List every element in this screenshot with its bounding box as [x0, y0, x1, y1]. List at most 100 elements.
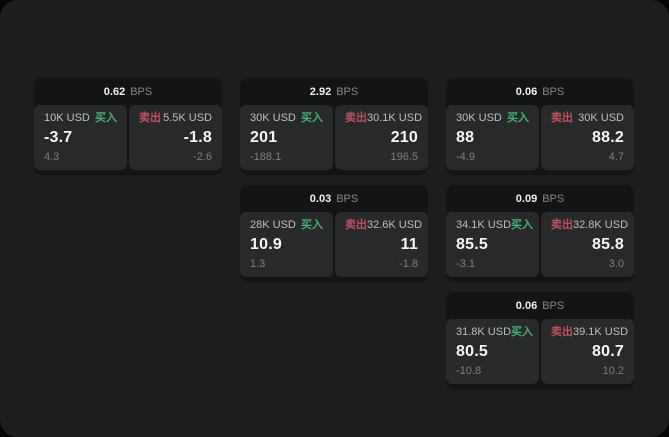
buy-panel[interactable]: 30K USD 买入 201 -188.1 — [240, 105, 333, 170]
quote-card: 2.92 BPS 30K USD 买入 201 -188.1 卖出 30.1K … — [240, 78, 428, 175]
sell-panel[interactable]: 卖出 32.6K USD 11 -1.8 — [335, 212, 428, 277]
buy-price: 201 — [250, 129, 278, 146]
sell-side-label: 卖出 — [551, 326, 573, 338]
sell-panel-top: 卖出 32.6K USD — [345, 219, 422, 231]
bps-header: 0.62 BPS — [34, 78, 222, 105]
buy-panel-top: 34.1K USD 买入 — [456, 219, 533, 231]
card-body: 34.1K USD 买入 85.5 -3.1 卖出 32.8K USD 85.8… — [446, 212, 634, 282]
bps-header: 2.92 BPS — [240, 78, 428, 105]
bps-unit-label: BPS — [336, 192, 359, 205]
sell-panel[interactable]: 卖出 30.1K USD 210 196.5 — [335, 105, 428, 170]
sell-price: 80.7 — [592, 343, 624, 360]
quote-card: 0.06 BPS 31.8K USD 买入 80.5 -10.8 卖出 39.1… — [446, 292, 634, 389]
sell-sub-value: -1.8 — [399, 258, 418, 270]
buy-panel[interactable]: 10K USD 买入 -3.7 4.3 — [34, 105, 127, 170]
bps-unit-label: BPS — [542, 192, 565, 205]
sell-panel[interactable]: 卖出 32.8K USD 85.8 3.0 — [541, 212, 634, 277]
sell-panel-top: 卖出 30K USD — [551, 113, 624, 124]
sell-panel-top: 卖出 39.1K USD — [551, 326, 628, 338]
sell-amount: 5.5K USD — [163, 112, 212, 124]
buy-panel-top: 28K USD 买入 — [250, 220, 323, 231]
bps-value: 0.62 — [103, 85, 126, 98]
bps-unit-label: BPS — [542, 85, 565, 98]
buy-side-label: 买入 — [507, 112, 529, 124]
sell-panel-top: 卖出 30.1K USD — [345, 112, 422, 124]
bps-value: 0.09 — [515, 192, 538, 205]
sell-panel[interactable]: 卖出 39.1K USD 80.7 10.2 — [541, 319, 634, 384]
buy-price: 10.9 — [250, 236, 282, 253]
bps-header: 0.09 BPS — [446, 185, 634, 212]
buy-side-label: 买入 — [511, 326, 534, 338]
sell-price: -1.8 — [183, 129, 212, 146]
sell-amount: 30K USD — [578, 112, 624, 124]
buy-price: 80.5 — [456, 343, 488, 360]
buy-panel[interactable]: 28K USD 买入 10.9 1.3 — [240, 212, 333, 277]
sell-price: 88.2 — [592, 129, 624, 146]
sell-amount: 32.8K USD — [573, 219, 629, 231]
sell-sub-value: 3.0 — [608, 258, 624, 270]
buy-side-label: 买入 — [301, 219, 323, 231]
quote-card: 0.62 BPS 10K USD 买入 -3.7 4.3 卖出 5.5K USD — [34, 78, 222, 175]
buy-price: 85.5 — [456, 236, 488, 253]
sell-side-label: 卖出 — [551, 112, 573, 124]
buy-price: 88 — [456, 129, 475, 146]
bps-value: 0.06 — [515, 299, 538, 312]
buy-sub-value: 1.3 — [250, 258, 266, 270]
sell-sub-value: -2.6 — [193, 151, 212, 163]
sell-sub-value: 4.7 — [608, 151, 624, 163]
buy-side-label: 买入 — [95, 112, 117, 124]
buy-sub-value: -10.8 — [456, 365, 482, 377]
buy-sub-value: 4.3 — [44, 151, 60, 163]
buy-amount: 28K USD — [250, 219, 296, 231]
buy-side-label: 买入 — [301, 112, 323, 124]
bps-header: 0.06 BPS — [446, 78, 634, 105]
buy-sub-value: -188.1 — [250, 151, 282, 163]
sell-price: 210 — [390, 129, 418, 146]
sell-sub-value: 196.5 — [390, 151, 418, 163]
buy-panel[interactable]: 31.8K USD 买入 80.5 -10.8 — [446, 319, 539, 384]
buy-amount: 31.8K USD — [456, 326, 512, 338]
sell-side-label: 卖出 — [551, 219, 573, 231]
quotes-grid: 0.62 BPS 10K USD 买入 -3.7 4.3 卖出 5.5K USD — [34, 78, 634, 389]
card-body: 28K USD 买入 10.9 1.3 卖出 32.6K USD 11 -1.8 — [240, 212, 428, 282]
quote-card: 0.09 BPS 34.1K USD 买入 85.5 -3.1 卖出 32.8K… — [446, 185, 634, 282]
buy-panel-top: 10K USD 买入 — [44, 113, 117, 124]
buy-amount: 30K USD — [250, 112, 296, 124]
buy-sub-value: -3.1 — [456, 258, 475, 270]
buy-amount: 34.1K USD — [456, 219, 512, 231]
bps-value: 0.06 — [515, 85, 538, 98]
sell-panel[interactable]: 卖出 30K USD 88.2 4.7 — [541, 105, 634, 170]
bps-unit-label: BPS — [130, 85, 153, 98]
buy-amount: 30K USD — [456, 112, 502, 124]
buy-side-label: 买入 — [511, 219, 534, 231]
buy-price: -3.7 — [44, 129, 73, 146]
bps-value: 2.92 — [309, 85, 332, 98]
sell-amount: 39.1K USD — [573, 326, 629, 338]
card-body: 31.8K USD 买入 80.5 -10.8 卖出 39.1K USD 80.… — [446, 319, 634, 389]
bps-header: 0.03 BPS — [240, 185, 428, 212]
buy-panel-top: 30K USD 买入 — [456, 113, 529, 124]
sell-panel-top: 卖出 32.8K USD — [551, 219, 628, 231]
sell-price: 85.8 — [592, 236, 624, 253]
buy-panel[interactable]: 30K USD 买入 88 -4.9 — [446, 105, 539, 170]
sell-amount: 30.1K USD — [367, 112, 423, 124]
card-body: 10K USD 买入 -3.7 4.3 卖出 5.5K USD -1.8 -2.… — [34, 105, 222, 175]
bps-value: 0.03 — [309, 192, 332, 205]
sell-sub-value: 10.2 — [602, 365, 624, 377]
sell-price: 11 — [400, 236, 418, 253]
bps-unit-label: BPS — [336, 85, 359, 98]
sell-panel[interactable]: 卖出 5.5K USD -1.8 -2.6 — [129, 105, 222, 170]
quote-card: 0.03 BPS 28K USD 买入 10.9 1.3 卖出 32.6K US… — [240, 185, 428, 282]
sell-side-label: 卖出 — [345, 112, 367, 124]
bps-unit-label: BPS — [542, 299, 565, 312]
quote-card: 0.06 BPS 30K USD 买入 88 -4.9 卖出 30K USD — [446, 78, 634, 175]
card-body: 30K USD 买入 88 -4.9 卖出 30K USD 88.2 4.7 — [446, 105, 634, 175]
buy-panel-top: 30K USD 买入 — [250, 113, 323, 124]
sell-amount: 32.6K USD — [367, 219, 423, 231]
sell-side-label: 卖出 — [345, 219, 367, 231]
buy-panel[interactable]: 34.1K USD 买入 85.5 -3.1 — [446, 212, 539, 277]
bps-header: 0.06 BPS — [446, 292, 634, 319]
buy-sub-value: -4.9 — [456, 151, 475, 163]
buy-amount: 10K USD — [44, 112, 90, 124]
